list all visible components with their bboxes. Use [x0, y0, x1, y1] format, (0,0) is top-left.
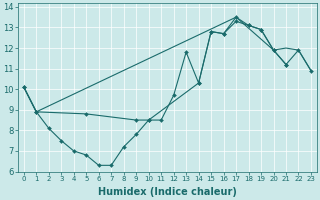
X-axis label: Humidex (Indice chaleur): Humidex (Indice chaleur) — [98, 187, 237, 197]
